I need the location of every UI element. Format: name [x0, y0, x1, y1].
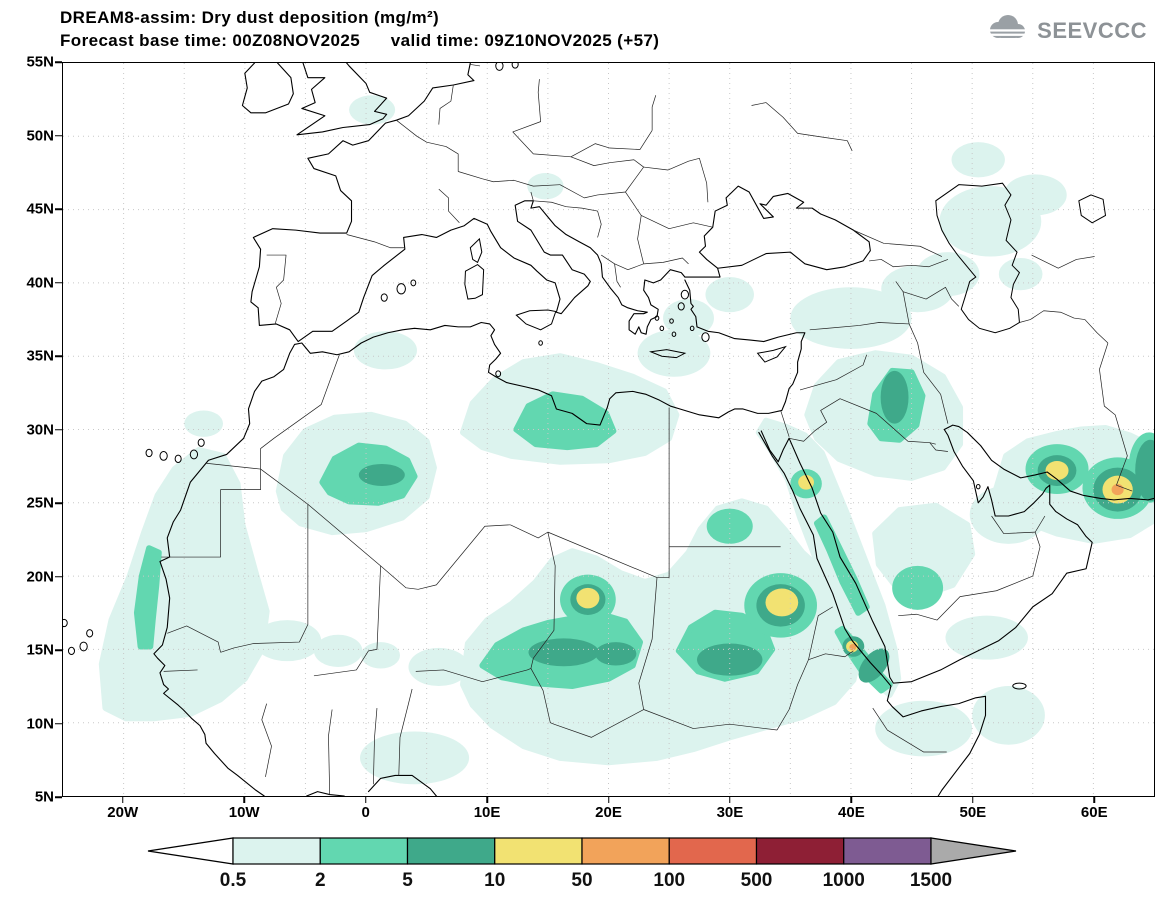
lat-tick-mark: [55, 722, 62, 725]
lon-tick-label: 50E: [959, 804, 987, 821]
colorbar-segment: [406, 837, 496, 865]
lat-tick-label: 25N: [26, 494, 54, 512]
lon-tick-label: 60E: [1080, 804, 1108, 821]
lat-tick-label: 20N: [26, 568, 54, 585]
lat-tick-mark: [55, 208, 62, 210]
colorbar-label: 10: [484, 870, 505, 891]
lat-tick-label: 10N: [26, 715, 54, 732]
colorbar-segment: [755, 837, 845, 865]
lon-tick-mark: [607, 797, 610, 803]
map-svg: [63, 63, 1154, 796]
lat-tick-mark: [55, 134, 62, 137]
lat-tick-mark: [55, 649, 62, 651]
colorbar-segment: [581, 837, 670, 865]
lon-tick-mark: [729, 797, 731, 803]
country-borders: [161, 64, 1132, 794]
lat-tick-label: 5N: [34, 788, 54, 806]
map-subtitle: Forecast base time: 00Z08NOV2025 valid t…: [60, 31, 660, 50]
lon-tick-label: 40E: [838, 804, 865, 821]
lon-tick-label: 10E: [473, 804, 501, 821]
lat-tick-mark: [55, 61, 62, 63]
lon-tick-mark: [243, 797, 245, 803]
colorbar-label: 2: [315, 870, 326, 891]
cloud-icon: [984, 14, 1030, 47]
lat-tick-label: 45N: [26, 200, 54, 218]
colorbar: 0.5 2 5 10 50 100 500 1000 1500: [147, 837, 1017, 891]
colorbar-label: 1500: [910, 870, 952, 891]
lon-tick-label: 30E: [716, 804, 744, 821]
colorbar-label: 50: [571, 870, 592, 891]
lon-tick-label: 20E: [595, 804, 622, 821]
lat-tick-mark: [55, 428, 62, 431]
colorbar-segment: [668, 837, 758, 865]
logo-text: SEEVCCC: [1037, 17, 1147, 43]
lat-tick-label: 40N: [26, 274, 54, 291]
colorbar-under-arrow: [147, 837, 234, 865]
lat-tick-label: 30N: [26, 421, 54, 438]
colorbar-label: 100: [653, 870, 685, 891]
colorbar-segment: [494, 837, 583, 865]
lon-tick-label: 20W: [107, 804, 139, 821]
colorbar-label: 1000: [823, 870, 865, 891]
map-canvas: [62, 62, 1155, 797]
lon-tick-mark: [1093, 797, 1096, 803]
lon-tick-mark: [850, 797, 853, 803]
dust-layer-0p5-2: [102, 95, 1154, 784]
lon-tick-mark: [364, 797, 367, 803]
colorbar-label: 5: [402, 870, 413, 891]
lat-tick-label: 55N: [26, 53, 54, 71]
lat-tick-label: 15N: [26, 641, 54, 659]
lon-tick-mark: [121, 797, 124, 803]
lat-tick-mark: [55, 355, 62, 357]
lon-tick-label: 0: [361, 804, 370, 821]
lat-tick-mark: [55, 575, 62, 578]
colorbar-over-arrow: [930, 837, 1017, 865]
coastlines: [63, 63, 1154, 796]
colorbar-label: 0.5: [220, 870, 247, 891]
colorbar-segment: [843, 837, 932, 865]
lat-tick-label: 50N: [26, 127, 54, 144]
colorbar-segment: [319, 837, 409, 865]
lon-tick-label: 10W: [228, 804, 260, 821]
lon-tick-mark: [972, 797, 974, 803]
seevccc-logo: SEEVCCC: [984, 14, 1147, 47]
map-title: DREAM8-assim: Dry dust deposition (mg/m²…: [60, 8, 440, 27]
colorbar-label: 500: [741, 870, 773, 891]
lat-tick-label: 35N: [26, 347, 54, 365]
graticule-grid: [63, 63, 1154, 796]
colorbar-segment: [232, 837, 321, 865]
lat-tick-mark: [55, 796, 62, 798]
lat-tick-mark: [55, 281, 62, 284]
lon-tick-mark: [486, 797, 488, 803]
dust-layer-2-5: [137, 371, 1154, 691]
lat-tick-mark: [55, 502, 62, 504]
